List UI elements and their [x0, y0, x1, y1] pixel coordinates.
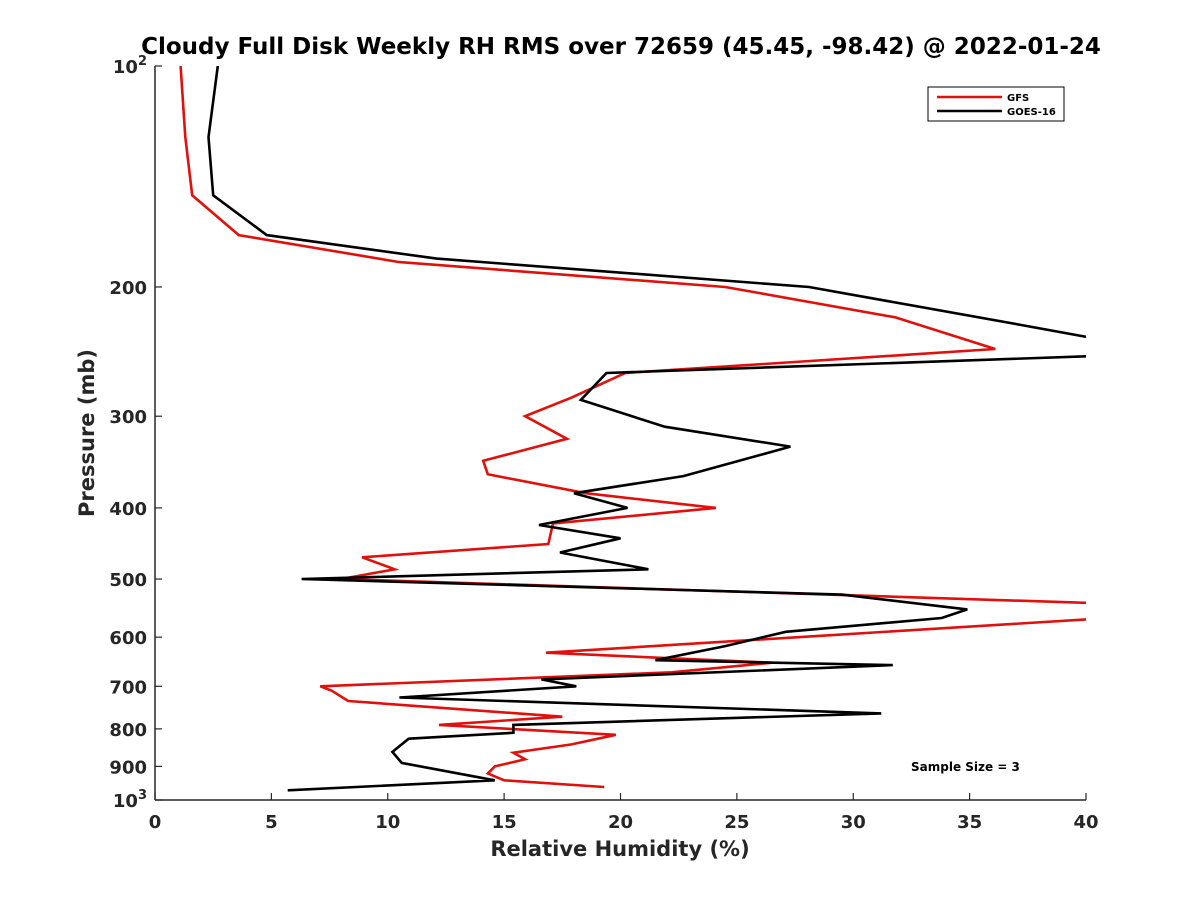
x-tick-label: 25	[724, 812, 749, 833]
y-tick-label: 102	[113, 54, 147, 78]
y-tick-label-base: 800	[109, 720, 147, 741]
x-tick-label: 10	[375, 812, 400, 833]
sample-size-annotation: Sample Size = 3	[911, 760, 1020, 774]
series-line-goes-16	[207, 66, 1086, 792]
y-tick-label-base: 300	[109, 407, 147, 428]
y-tick-label: 600	[109, 628, 147, 649]
plot-area	[154, 66, 1086, 801]
y-tick-label: 500	[109, 570, 147, 591]
y-tick-label-exponent: 2	[138, 54, 147, 69]
chart-title: Cloudy Full Disk Weekly RH RMS over 7265…	[141, 34, 1101, 60]
legend[interactable]: GFS GOES-16	[927, 86, 1065, 122]
x-tick-label: 35	[957, 812, 982, 833]
y-tick-label-base: 700	[109, 677, 147, 698]
legend-label: GOES-16	[1007, 107, 1056, 118]
y-tick-label: 900	[109, 757, 147, 778]
y-tick-label-base: 200	[109, 278, 147, 299]
x-tick-label: 20	[608, 812, 633, 833]
y-tick-label-base: 500	[109, 570, 147, 591]
legend-box	[927, 86, 1065, 122]
y-tick-label: 200	[109, 278, 147, 299]
y-tick-label-exponent: 3	[138, 788, 147, 803]
y-tick-label: 103	[113, 788, 147, 812]
x-axis-ticks: 0 5 10 15 20 25 30 35 40	[149, 793, 1099, 833]
y-tick-label-base: 10	[113, 57, 138, 78]
y-axis-label: Pressure (mb)	[75, 349, 99, 517]
y-tick-label-base: 400	[109, 499, 147, 520]
y-tick-label: 800	[109, 720, 147, 741]
legend-label: GFS	[1007, 93, 1029, 104]
x-tick-label: 15	[492, 812, 517, 833]
legend-entries: GFS GOES-16	[937, 93, 1056, 118]
y-tick-label: 400	[109, 499, 147, 520]
y-tick-label-base: 600	[109, 628, 147, 649]
y-tick-label: 300	[109, 407, 147, 428]
y-tick-label: 700	[109, 677, 147, 698]
x-axis-label: Relative Humidity (%)	[490, 837, 749, 861]
y-tick-label-base: 900	[109, 757, 147, 778]
x-tick-label: 0	[149, 812, 162, 833]
x-tick-label: 40	[1073, 812, 1098, 833]
series-line-gfs	[179, 66, 1086, 789]
x-tick-label: 5	[265, 812, 278, 833]
x-tick-label: 30	[841, 812, 866, 833]
y-tick-label-base: 10	[113, 791, 138, 812]
series-layer	[179, 66, 1086, 792]
